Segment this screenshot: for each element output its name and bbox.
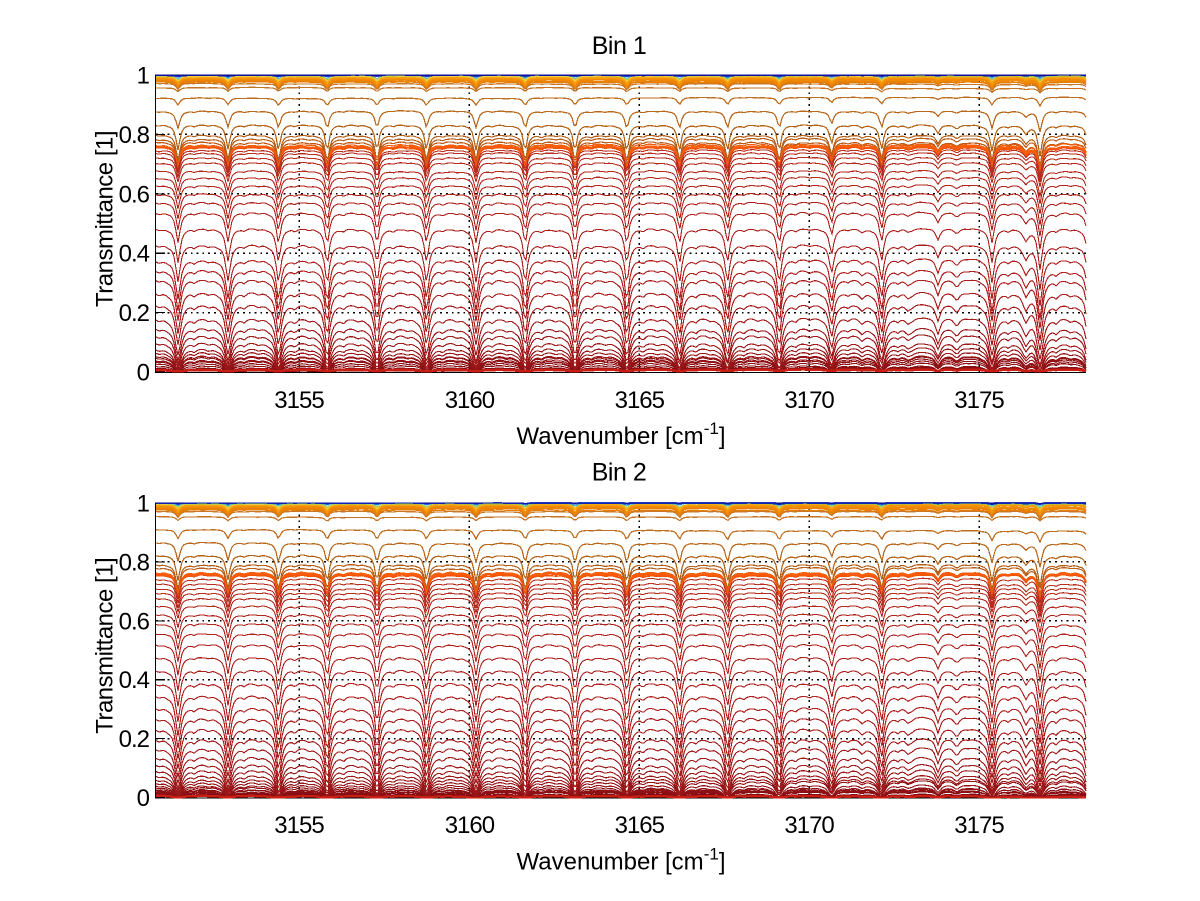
svg-text:0.8: 0.8 (119, 122, 150, 149)
svg-text:Bin 2: Bin 2 (592, 459, 646, 487)
svg-text:3170: 3170 (784, 812, 834, 839)
svg-text:0.6: 0.6 (119, 181, 150, 208)
svg-text:0.4: 0.4 (119, 667, 150, 694)
svg-text:0.6: 0.6 (119, 608, 150, 635)
svg-text:0: 0 (137, 360, 150, 387)
svg-text:3170: 3170 (784, 387, 834, 414)
svg-text:Transmittance [1]: Transmittance [1] (92, 558, 119, 734)
svg-text:3160: 3160 (445, 387, 495, 414)
svg-text:3175: 3175 (954, 387, 1004, 414)
svg-text:0.2: 0.2 (119, 726, 150, 753)
svg-text:0.2: 0.2 (119, 300, 150, 327)
svg-text:1: 1 (137, 63, 150, 90)
svg-text:3155: 3155 (274, 387, 324, 414)
svg-text:3165: 3165 (615, 812, 665, 839)
svg-text:0: 0 (137, 785, 150, 812)
svg-text:Wavenumber [cm-1]: Wavenumber [cm-1] (517, 419, 726, 450)
svg-text:Bin 1: Bin 1 (592, 32, 646, 60)
svg-text:Wavenumber [cm-1]: Wavenumber [cm-1] (517, 845, 726, 876)
svg-text:Transmittance [1]: Transmittance [1] (92, 131, 119, 307)
svg-text:1: 1 (137, 491, 150, 518)
svg-text:3175: 3175 (954, 812, 1004, 839)
svg-text:3165: 3165 (615, 387, 665, 414)
svg-text:3155: 3155 (274, 812, 324, 839)
svg-text:0.8: 0.8 (119, 549, 150, 576)
svg-text:0.4: 0.4 (119, 241, 150, 268)
svg-text:3160: 3160 (445, 812, 495, 839)
